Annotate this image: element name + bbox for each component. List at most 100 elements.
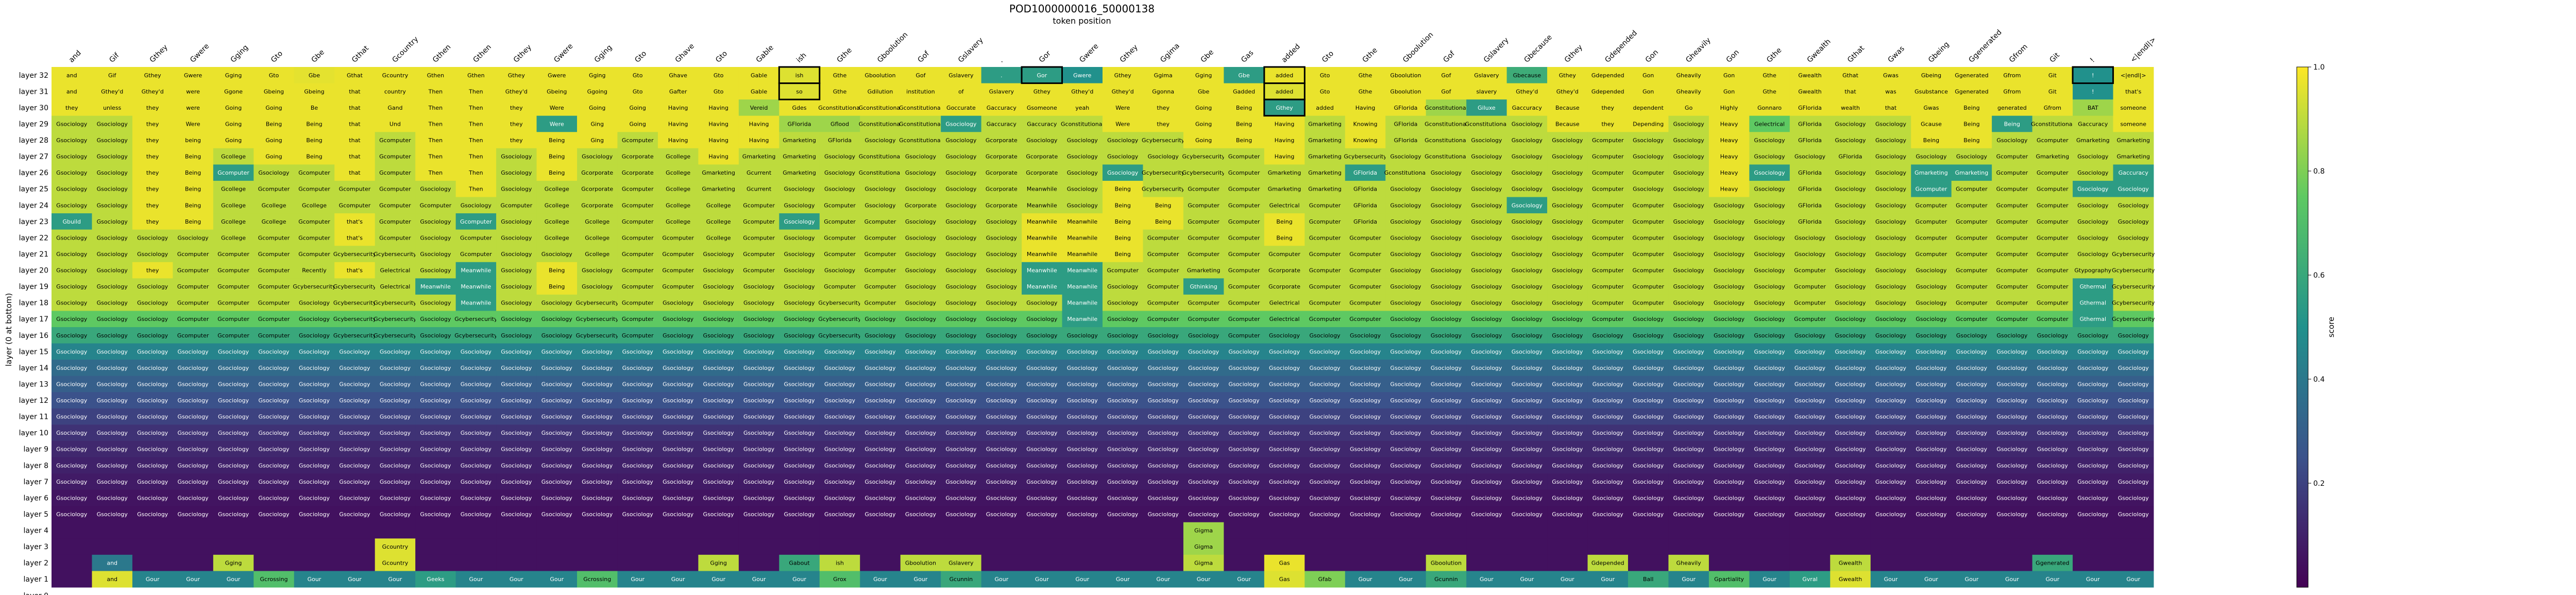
heatmap-cell-label: Gcollege: [666, 186, 690, 193]
heatmap-cell: [779, 99, 820, 116]
heatmap-cell-label: Gcorporate: [986, 202, 1018, 209]
heatmap-cell-label: Gsociology: [1835, 218, 1866, 225]
heatmap-cell-label: Gcomputer: [1996, 234, 2028, 241]
heatmap-cell-label: Gsociology: [1956, 332, 1988, 339]
heatmap-cell-label: Gsociology: [1633, 511, 1664, 518]
heatmap-cell: [1911, 538, 1952, 555]
heatmap-cell-label: Gsociology: [218, 414, 249, 420]
heatmap-cell-label: Gsociology: [97, 495, 128, 501]
heatmap-cell: [1547, 538, 1588, 555]
heatmap-cell: [1345, 522, 1386, 539]
heatmap-cell-label: Gsociology: [1269, 446, 1300, 453]
heatmap-cell-label: Gsociology: [1956, 430, 1988, 436]
y-tick-label: layer 10: [19, 429, 48, 437]
heatmap-cell-label: Gsociology: [137, 430, 168, 436]
heatmap-cell-label: GFlorida: [1394, 137, 1417, 144]
heatmap-cell-label: Gsociology: [218, 397, 249, 404]
heatmap-cell-label: Gsociology: [56, 267, 88, 274]
heatmap-cell-label: Gsociology: [1835, 283, 1866, 290]
heatmap-cell-label: Gsociology: [622, 462, 654, 469]
heatmap-cell-label: Gsociology: [663, 446, 694, 453]
heatmap-cell-label: Gsociology: [420, 234, 451, 241]
heatmap-cell-label: Gsociology: [622, 511, 654, 518]
heatmap-cell: [496, 83, 537, 100]
heatmap-cell: [900, 99, 941, 116]
heatmap-cell-label: Gsociology: [905, 446, 937, 453]
heatmap-cell-label: Gsociology: [1794, 397, 1826, 404]
heatmap-cell: [2113, 180, 2154, 197]
heatmap-cell-label: Gcorporate: [986, 186, 1018, 193]
heatmap-cell-label: Being: [185, 218, 201, 225]
heatmap-cell: [1143, 83, 1184, 100]
heatmap-cell-label: Meanwhile: [461, 267, 491, 274]
heatmap-cell: [1547, 83, 1588, 100]
heatmap-cell-label: Und: [389, 121, 401, 127]
heatmap-cell: [173, 180, 214, 197]
heatmap-cell-label: Gsociology: [1067, 446, 1098, 453]
heatmap-cell: [657, 99, 699, 116]
heatmap-cell-label: Gsociology: [1390, 414, 1421, 420]
heatmap-cell: [941, 83, 982, 100]
heatmap-cell-label: Gsociology: [97, 169, 128, 176]
heatmap-cell-label: Gelectrical: [1754, 121, 1785, 127]
heatmap-cell-label: Gsociology: [743, 365, 775, 371]
heatmap-cell-label: Gcollege: [262, 202, 286, 209]
heatmap-cell-label: Having: [1355, 105, 1376, 111]
heatmap-cell-label: Gsociology: [1067, 154, 1098, 160]
heatmap-cell-label: Gsociology: [299, 348, 330, 355]
heatmap-cell-label: Gsociology: [582, 462, 613, 469]
heatmap-cell-label: Gsociology: [1754, 267, 1786, 274]
heatmap-cell-label: Gsociology: [663, 414, 694, 420]
heatmap-cell-label: Gsociology: [1552, 381, 1583, 387]
heatmap-cell: [52, 538, 92, 555]
heatmap-cell: [1628, 522, 1669, 539]
heatmap-cell: [1911, 67, 1952, 84]
heatmap-cell-label: Gsociology: [218, 495, 249, 501]
heatmap-cell-label: Gsociology: [1592, 332, 1624, 339]
heatmap-cell-label: Gsociology: [1188, 397, 1219, 404]
heatmap-cell-label: Gcollege: [545, 186, 569, 193]
heatmap-cell-label: Gsociology: [622, 495, 654, 501]
heatmap-cell-label: Gsociology: [1956, 462, 1988, 469]
heatmap-cell-label: Gsociology: [582, 479, 613, 485]
heatmap-cell: [496, 554, 537, 571]
heatmap-cell: [657, 115, 699, 132]
heatmap-cell: [2032, 164, 2073, 181]
heatmap-cell-label: Gsociology: [1067, 365, 1098, 371]
heatmap-cell-label: Gsociology: [1552, 479, 1583, 485]
heatmap-cell-label: Gcomputer: [1916, 186, 1947, 193]
heatmap-cell: [1749, 538, 1790, 555]
heatmap-cell: [334, 164, 376, 181]
heatmap-cell-label: that: [349, 105, 361, 111]
heatmap-cell: [1304, 99, 1346, 116]
heatmap-cell-label: Gcomputer: [662, 283, 694, 290]
heatmap-cell-label: Gsociology: [1754, 348, 1786, 355]
heatmap-cell: [52, 132, 92, 149]
heatmap-cell-label: Gconstitutional: [1465, 121, 1509, 127]
heatmap-cell-label: Gsociology: [1026, 446, 1058, 453]
heatmap-cell: [1951, 522, 1992, 539]
heatmap-cell: [1628, 132, 1669, 149]
heatmap-cell-label: Gsociology: [1552, 283, 1583, 290]
heatmap-cell-label: Gsociology: [1188, 495, 1219, 501]
heatmap-cell: [2032, 538, 2073, 555]
heatmap-cell-label: Gsociology: [97, 430, 128, 436]
heatmap-cell-label: Gsociology: [1512, 251, 1543, 258]
heatmap-cell: [1506, 180, 1548, 197]
heatmap-cell-label: Gsociology: [299, 381, 330, 387]
heatmap-cell-label: Gsociology: [178, 495, 209, 501]
heatmap-cell-label: Gsociology: [1835, 430, 1866, 436]
heatmap-cell-label: they: [146, 218, 159, 225]
heatmap-cell-label: Gsociology: [1875, 218, 1907, 225]
heatmap-cell-label: Gging: [225, 72, 242, 79]
heatmap-cell: [132, 148, 173, 165]
heatmap-cell-label: Being: [549, 137, 565, 144]
heatmap-cell-label: Gsociology: [1148, 348, 1179, 355]
heatmap-cell-label: Gsociology: [461, 430, 492, 436]
heatmap-cell-label: Gcurrent: [747, 169, 772, 176]
x-tick-label: Gas: [1240, 49, 1255, 64]
heatmap-cell-label: Gsociology: [1390, 348, 1421, 355]
heatmap-cell-label: Gcybersecurity: [374, 251, 417, 258]
heatmap-cell-label: Gcollege: [585, 251, 609, 258]
heatmap-cell-label: Gsociology: [1875, 348, 1907, 355]
